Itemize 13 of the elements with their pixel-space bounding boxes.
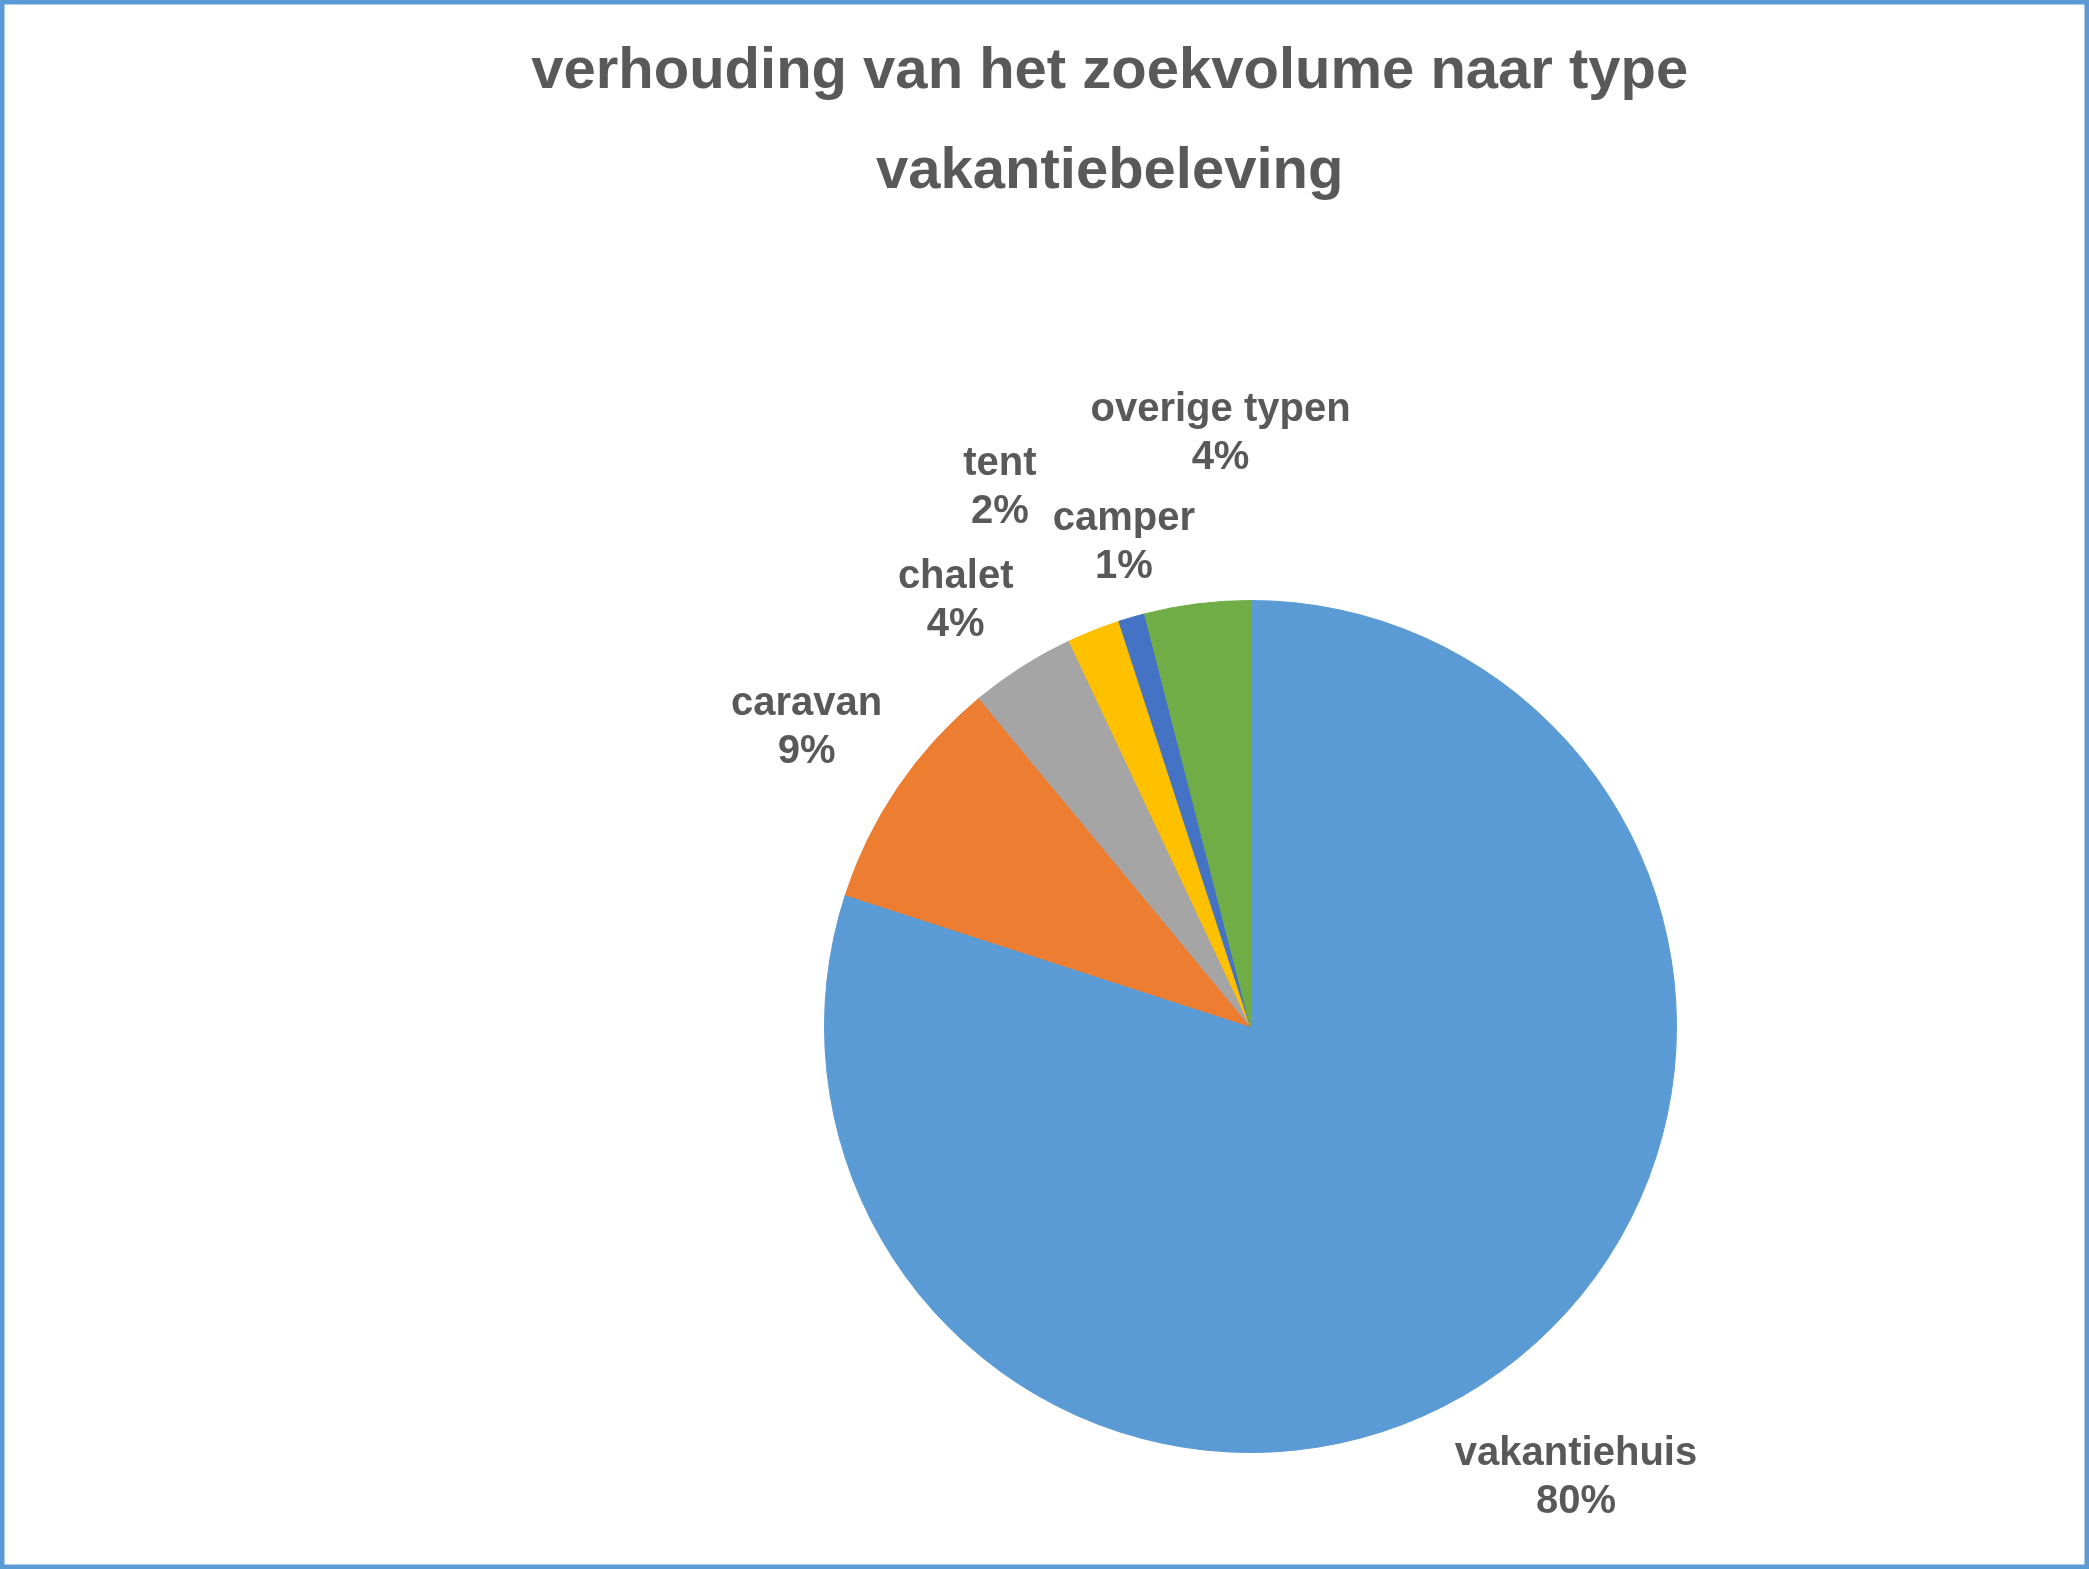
slice-label: camper: [1052, 494, 1196, 539]
slice-label: chalet: [897, 552, 1014, 597]
data-label: 4%: [1191, 432, 1250, 477]
slice-label: vakantiehuis: [1454, 1428, 1698, 1473]
chart-title: verhouding van het zoekvolume naar type vakantiebeleving: [531, 35, 1689, 200]
slice-label: overige typen: [1090, 384, 1351, 429]
slice-label: tent: [963, 439, 1037, 484]
data-label: 2%: [971, 487, 1029, 532]
data-label: 9%: [777, 726, 836, 771]
data-label: 4%: [926, 600, 985, 645]
data-label: 80%: [1535, 1476, 1617, 1521]
slice-label: caravan: [730, 678, 883, 723]
data-label: 1%: [1095, 542, 1153, 587]
